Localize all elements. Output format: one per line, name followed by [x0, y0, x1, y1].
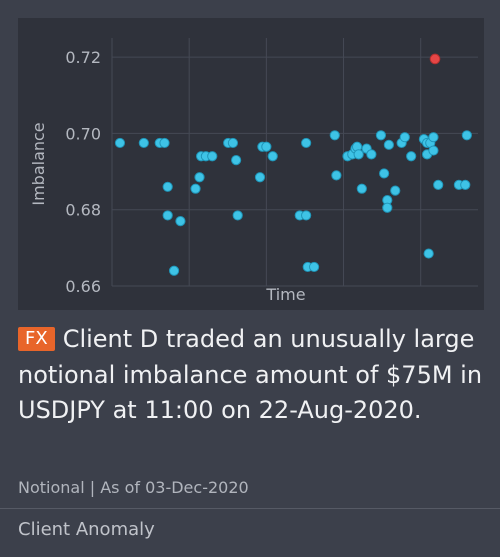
data-point: [308, 261, 320, 273]
y-tick-label: 0.70: [65, 124, 101, 143]
data-point: [366, 149, 377, 160]
anomaly-headline: FX Client D traded an unusually large not…: [18, 322, 484, 429]
data-point: [399, 132, 410, 143]
data-point: [227, 137, 239, 149]
chart-svg: 0.72 0.70 0.68 0.66 Imbalance Time: [29, 38, 478, 304]
data-point: [190, 183, 201, 194]
data-point: [194, 172, 205, 183]
data-point: [301, 210, 312, 221]
data-point: [379, 168, 390, 179]
data-point: [162, 181, 173, 192]
data-point: [353, 149, 364, 160]
divider: [0, 508, 500, 509]
headline-text: Client D traded an unusually large notio…: [18, 325, 483, 424]
data-point: [254, 172, 266, 183]
data-point: [138, 137, 149, 149]
y-axis-label: Imbalance: [29, 122, 48, 205]
data-point: [375, 130, 387, 141]
data-point: [114, 137, 126, 149]
data-point: [331, 170, 342, 181]
data-point: [390, 185, 401, 196]
data-point: [428, 145, 439, 156]
y-tick-label: 0.66: [65, 277, 101, 296]
data-point: [162, 210, 173, 221]
data-point: [383, 139, 394, 150]
data-point: [261, 141, 272, 152]
meta-line: Notional | As of 03-Dec-2020: [18, 478, 249, 497]
data-point: [428, 132, 439, 143]
fx-badge: FX: [18, 327, 55, 351]
y-tick-label: 0.72: [65, 48, 101, 67]
footer-label[interactable]: Client Anomaly: [18, 519, 155, 540]
scatter-chart: 0.72 0.70 0.68 0.66 Imbalance Time: [18, 18, 484, 310]
data-point: [301, 137, 312, 149]
data-point: [159, 137, 170, 149]
data-point: [460, 179, 471, 190]
data-point: [267, 151, 278, 162]
data-point: [382, 202, 393, 213]
data-point: [423, 248, 434, 259]
data-point: [461, 130, 472, 141]
y-tick-label: 0.68: [65, 201, 101, 220]
data-point: [232, 210, 243, 221]
data-point: [231, 154, 242, 166]
anomaly-point: [429, 53, 441, 65]
data-point: [329, 130, 340, 141]
x-axis-label: Time: [265, 285, 305, 304]
data-point: [207, 151, 218, 162]
data-point: [175, 216, 186, 227]
data-point: [168, 265, 180, 276]
data-point: [406, 151, 417, 162]
data-point: [356, 183, 367, 194]
data-point: [433, 179, 444, 190]
